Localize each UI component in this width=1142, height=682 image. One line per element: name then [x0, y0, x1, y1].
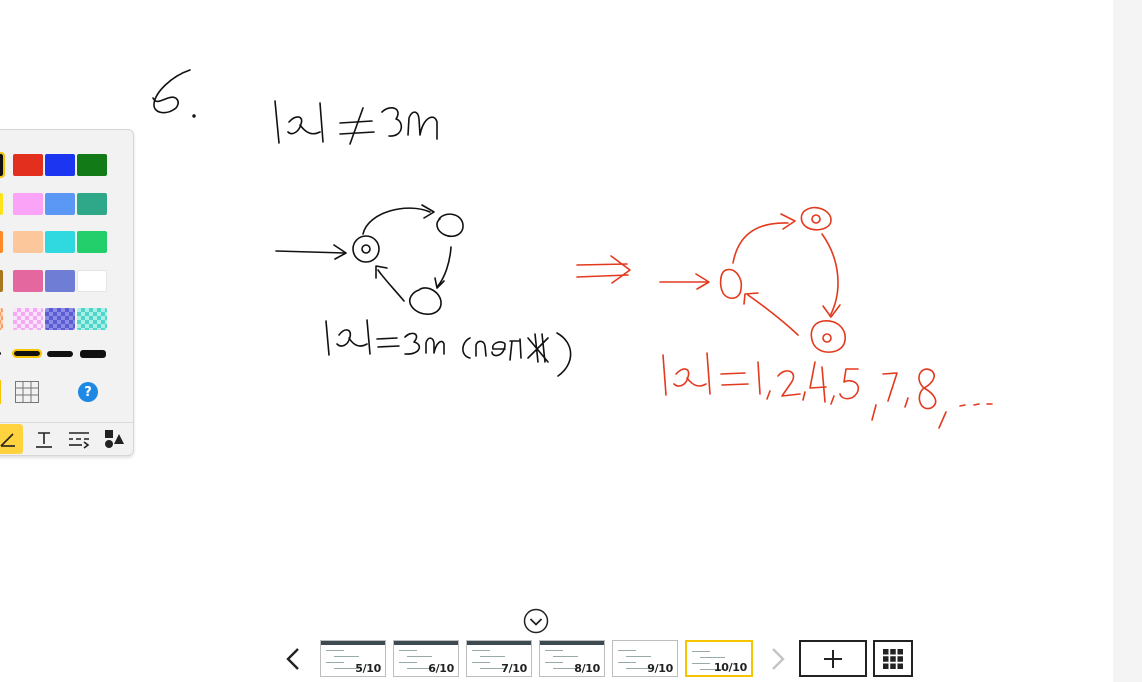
thumbnail-header-bar — [467, 641, 531, 645]
color-swatch[interactable] — [45, 231, 75, 253]
thumbnail-header-bar — [540, 641, 604, 645]
pattern-swatch-teal[interactable] — [77, 308, 107, 330]
page-number-label: 9/10 — [647, 662, 673, 675]
thumbnail-content-line — [626, 668, 651, 669]
stroke-width-thin[interactable] — [0, 352, 1, 355]
stroke-width-heavy[interactable] — [80, 350, 106, 358]
thumbnail-content-line — [326, 650, 344, 651]
text-tool-button[interactable] — [29, 424, 59, 454]
thumbnail-content-line — [326, 662, 344, 663]
thumbnail-content-line — [472, 662, 490, 663]
thumbnail-content-line — [334, 656, 359, 657]
color-swatch[interactable] — [0, 152, 5, 178]
thumbnail-header-bar — [321, 641, 385, 645]
page-thumbnail[interactable]: 10/10 — [685, 640, 753, 677]
chevron-down-circle-icon[interactable] — [523, 608, 549, 634]
thumbnail-content-line — [692, 651, 710, 652]
palette-divider — [0, 422, 133, 423]
shapes-tool-icon — [105, 430, 124, 448]
color-swatch[interactable] — [77, 231, 107, 253]
thumbnail-content-line — [480, 656, 505, 657]
line-style-tool-icon — [69, 432, 90, 449]
page-thumbnail[interactable]: 8/10 — [539, 640, 605, 677]
thumbnail-content-line — [700, 657, 725, 658]
color-swatch[interactable] — [77, 154, 107, 176]
thumbnail-content-line — [553, 656, 578, 657]
add-page-button[interactable] — [799, 640, 867, 677]
grid-view-button[interactable] — [873, 640, 913, 677]
text-tool-icon — [36, 432, 52, 448]
pattern-swatch-pink[interactable] — [13, 308, 43, 330]
grid-icon — [883, 648, 903, 669]
thumbnail-content-line — [407, 668, 432, 669]
black-ink-strokes — [152, 69, 572, 377]
color-swatch[interactable] — [77, 192, 107, 215]
thumbnail-content-line — [626, 656, 651, 657]
chevron-left-icon[interactable] — [283, 646, 303, 672]
background-blank-option[interactable] — [0, 380, 1, 404]
color-swatch[interactable] — [45, 192, 75, 215]
thumbnail-content-line — [692, 663, 710, 664]
page-number-label: 7/10 — [501, 662, 527, 675]
stroke-width-thick[interactable] — [47, 351, 73, 357]
color-swatch[interactable] — [0, 192, 3, 215]
tool-palette: ? — [0, 129, 134, 456]
page-thumbnail[interactable]: 5/10 — [320, 640, 386, 677]
thumbnail-content-line — [480, 668, 505, 669]
thumbnail-content-line — [618, 662, 636, 663]
red-ink-strokes — [576, 206, 993, 429]
right-scroll-strip — [1113, 0, 1142, 682]
thumbnail-content-line — [553, 668, 578, 669]
color-swatch[interactable] — [13, 192, 43, 215]
thumbnail-content-line — [399, 662, 417, 663]
thumbnail-content-line — [618, 650, 636, 651]
color-swatch[interactable] — [13, 269, 43, 292]
page-number-label: 5/10 — [355, 662, 381, 675]
color-swatch[interactable] — [13, 231, 43, 253]
page-thumbnail[interactable]: 6/10 — [393, 640, 459, 677]
thumbnail-content-line — [545, 662, 563, 663]
color-swatch[interactable] — [45, 269, 75, 292]
color-swatch[interactable] — [45, 154, 75, 176]
pattern-swatch-orange[interactable] — [0, 308, 3, 330]
pen-tool-icon — [0, 433, 15, 447]
thumbnail-content-line — [334, 668, 359, 669]
color-swatch[interactable] — [0, 231, 3, 253]
page-number-label: 8/10 — [574, 662, 600, 675]
color-swatch[interactable] — [0, 269, 3, 292]
stroke-width-medium[interactable] — [12, 349, 42, 358]
color-swatch[interactable] — [13, 154, 43, 176]
thumbnail-header-bar — [394, 641, 458, 645]
plus-icon — [824, 649, 842, 668]
color-swatch[interactable] — [77, 269, 107, 292]
page-navigator: 5/10 6/10 7/10 8/10 9/10 10/10 — [0, 600, 1142, 682]
page-number-label: 10/10 — [713, 661, 747, 674]
chevron-right-icon[interactable] — [768, 646, 788, 672]
shapes-tool-button[interactable] — [99, 424, 129, 454]
thumbnail-content-line — [472, 650, 490, 651]
background-grid-option[interactable] — [15, 381, 39, 403]
pattern-swatch-blue[interactable] — [45, 308, 75, 330]
page-number-label: 6/10 — [428, 662, 454, 675]
thumbnail-content-line — [545, 650, 563, 651]
page-thumbnail[interactable]: 9/10 — [612, 640, 678, 677]
page-thumbnail[interactable]: 7/10 — [466, 640, 532, 677]
line-style-tool-button[interactable] — [64, 424, 94, 454]
thumbnail-content-line — [399, 650, 417, 651]
thumbnail-content-line — [700, 669, 725, 670]
help-icon[interactable]: ? — [78, 382, 98, 402]
thumbnail-content-line — [407, 656, 432, 657]
pen-tool-button[interactable] — [0, 424, 23, 454]
